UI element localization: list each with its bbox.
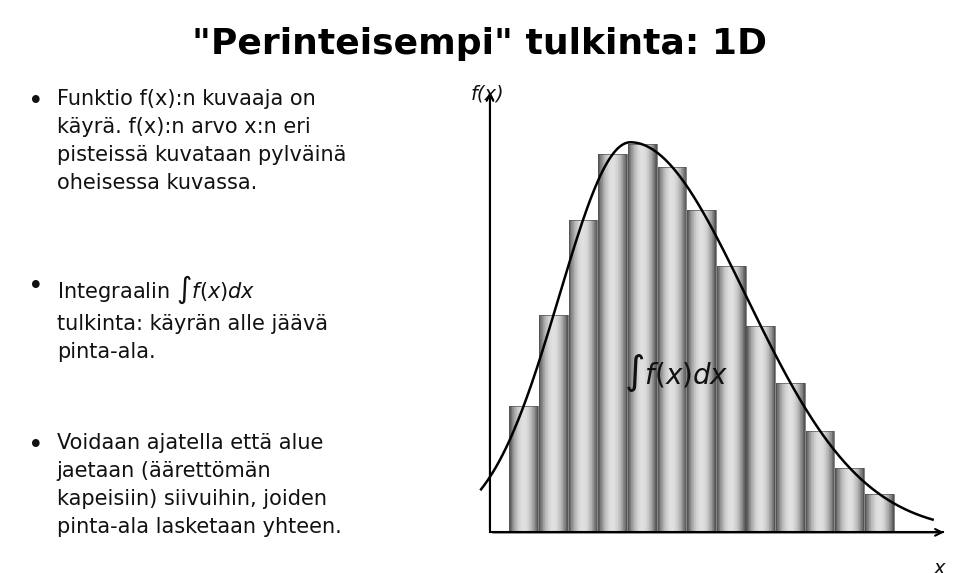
- Bar: [776, 383, 804, 532]
- Bar: [747, 326, 775, 532]
- Text: "Perinteisempi" tulkinta: 1D: "Perinteisempi" tulkinta: 1D: [193, 27, 767, 61]
- Bar: [658, 167, 686, 532]
- Text: Funktio f(x):n kuvaaja on
käyrä. f(x):n arvo x:n eri
pisteissä kuvataan pylväinä: Funktio f(x):n kuvaaja on käyrä. f(x):n …: [57, 89, 346, 194]
- Text: •: •: [29, 89, 44, 115]
- Text: x: x: [934, 559, 946, 573]
- Text: f(x): f(x): [470, 85, 504, 104]
- Text: •: •: [29, 274, 44, 300]
- Text: $\int f(x)dx$: $\int f(x)dx$: [624, 352, 729, 394]
- Bar: [865, 494, 894, 532]
- Bar: [835, 468, 864, 532]
- Bar: [568, 220, 597, 532]
- Text: Integraalin $\int f(x)dx$
tulkinta: käyrän alle jäävä
pinta-ala.: Integraalin $\int f(x)dx$ tulkinta: käyr…: [57, 274, 327, 362]
- Bar: [628, 144, 657, 532]
- Bar: [539, 315, 567, 532]
- Bar: [687, 210, 716, 532]
- Bar: [805, 431, 834, 532]
- Bar: [717, 266, 746, 532]
- Text: Voidaan ajatella että alue
jaetaan (äärettömän
kapeisiin) siivuihin, joiden
pint: Voidaan ajatella että alue jaetaan (ääre…: [57, 433, 342, 537]
- Bar: [598, 154, 627, 532]
- Text: •: •: [29, 433, 44, 460]
- Bar: [510, 406, 539, 532]
